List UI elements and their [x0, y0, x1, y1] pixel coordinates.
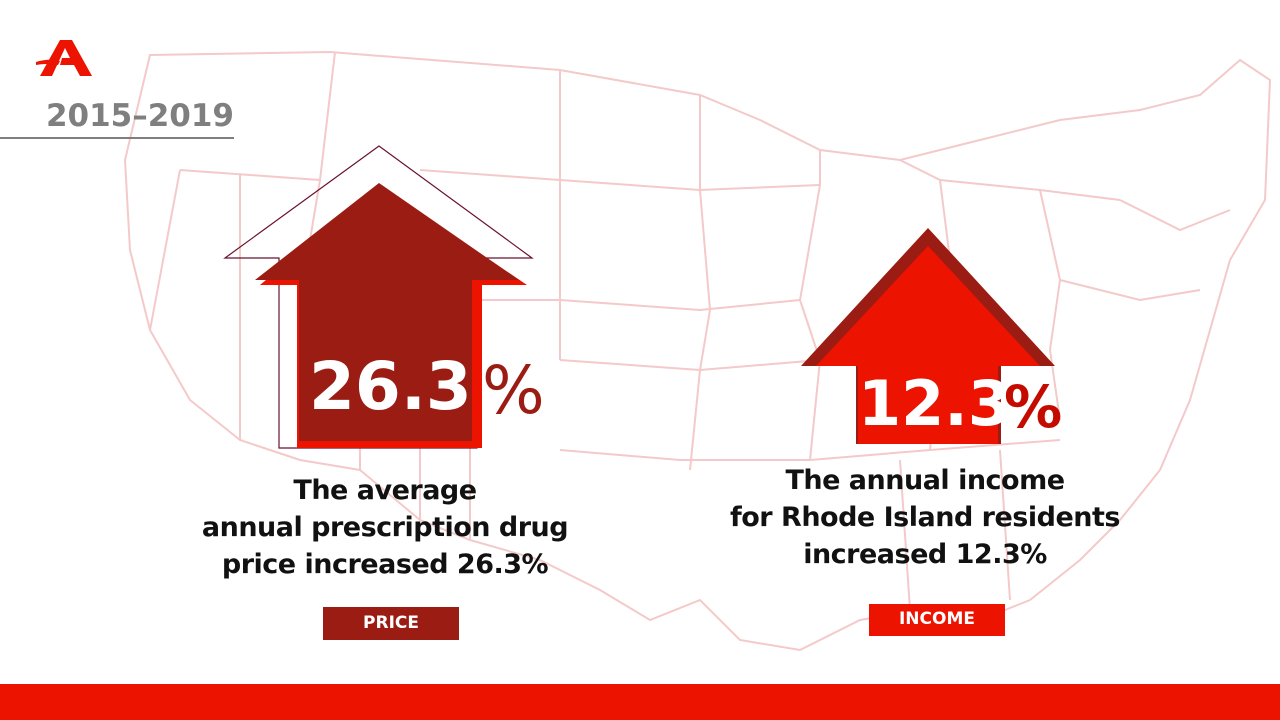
- income-caption: The annual income for Rhode Island resid…: [705, 462, 1145, 573]
- price-percent-value: 26.3: [309, 348, 472, 425]
- price-caption-line: The average: [293, 475, 477, 506]
- aarp-logo-icon: [36, 40, 92, 76]
- date-range-heading: 2015–2019: [0, 96, 234, 139]
- price-percent-sign: %: [482, 352, 545, 429]
- price-up-arrow-icon: [223, 145, 534, 449]
- income-percent-sign: %: [1004, 373, 1063, 441]
- income-tag: INCOME: [869, 604, 1005, 636]
- income-caption-line: increased 12.3%: [803, 539, 1047, 570]
- income-caption-line: for Rhode Island residents: [730, 502, 1120, 533]
- footer-bar: [0, 684, 1280, 720]
- price-caption-line: price increased 26.3%: [221, 549, 549, 580]
- income-percent-value: 12.3: [858, 367, 1011, 440]
- price-tag: PRICE: [323, 607, 459, 640]
- price-caption-line: annual prescription drug: [201, 512, 569, 543]
- income-up-arrow-icon: [801, 228, 1055, 444]
- income-caption-line: The annual income: [785, 465, 1065, 496]
- price-caption: The average annual prescription drug pri…: [170, 472, 600, 583]
